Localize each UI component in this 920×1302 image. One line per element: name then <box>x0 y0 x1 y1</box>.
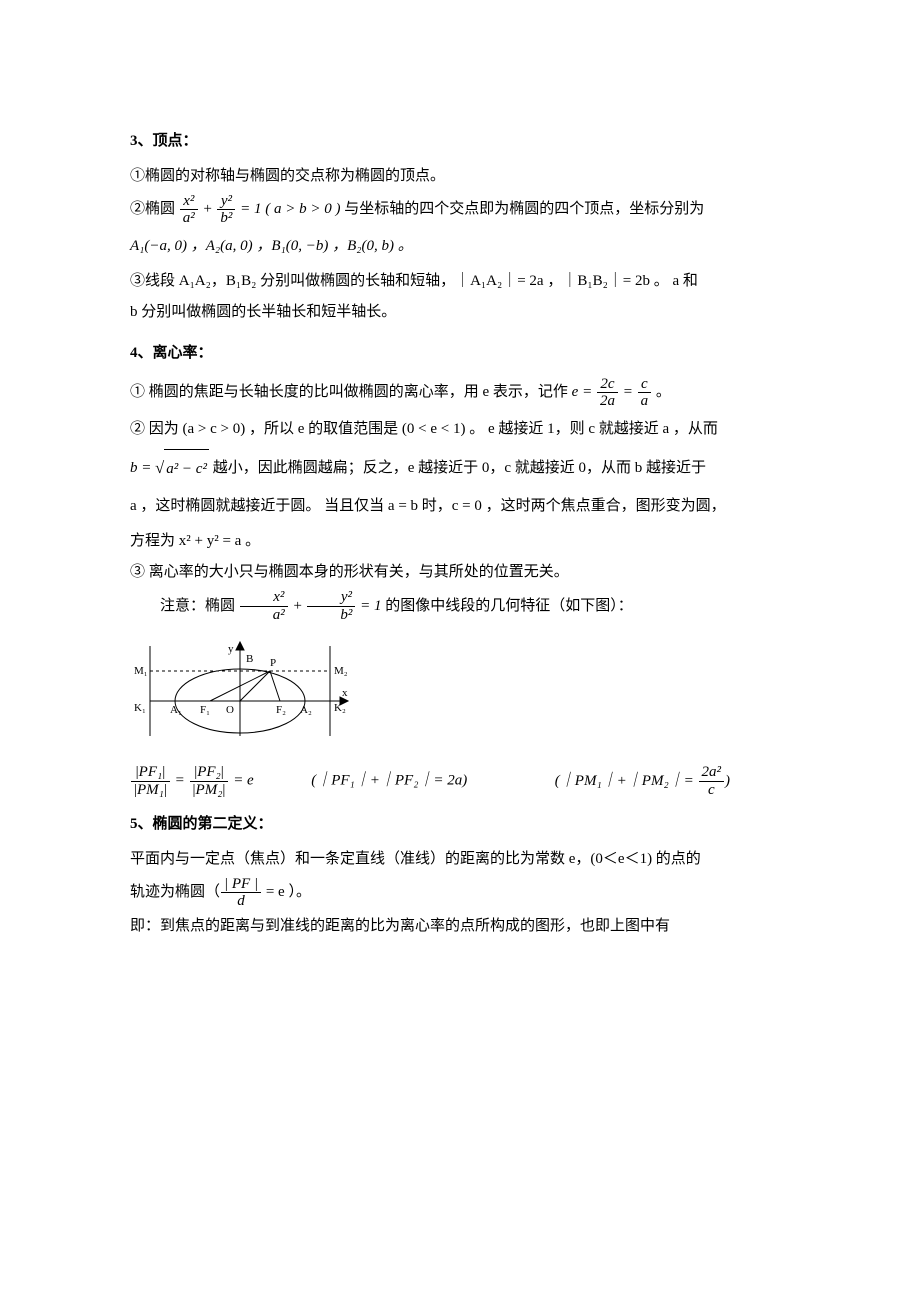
sec4-p2b: b = √a² − c² 越小，因此椭圆越扁；反之，e 越接近于 0，c 就越接… <box>130 447 790 490</box>
eq1: = 1 <box>236 201 265 217</box>
sqrt: √a² − c² <box>155 447 209 490</box>
frac-x2a2-b: x² a² <box>240 589 288 623</box>
sec5-heading: 5、椭圆的第二定义： <box>130 810 790 839</box>
sec4-heading: 4、离心率： <box>130 339 790 368</box>
lbl-m2: M₂ <box>334 665 348 677</box>
lbl-a1: A₁ <box>170 704 182 716</box>
sec4-p2d: 方程为 x² + y² = a 。 <box>130 524 790 559</box>
sec3-p2-suffix: 与坐标轴的四个交点即为椭圆的四个顶点，坐标分别为 <box>344 201 704 217</box>
lbl-f2: F₂ <box>276 704 286 716</box>
sec3-p3a: ③线段 A₁A₂，B₁B₂ 分别叫做椭圆的长轴和短轴，｜A₁A₂｜= 2a ，｜… <box>130 264 790 299</box>
sec4-p2a: ② 因为 (a > c > 0) ，所以 e 的取值范围是 (0 < e < 1… <box>130 412 790 447</box>
lbl-x: x <box>342 687 348 699</box>
lbl-f1: F₁ <box>200 704 210 716</box>
sec4-note: 注意：椭圆 x² a² + y² b² = 1 的图像中线段的几何特征（如下图）… <box>130 587 790 626</box>
lbl-o: O <box>226 704 234 716</box>
ellipse-diagram: M₁ M₂ K₁ K₂ A₁ A₂ F₁ F₂ O B P x y <box>130 636 790 757</box>
sec3-vertices: A₁(−a, 0) ，A₂(a, 0) ，B₁(0, −b) ，B₂(0, b)… <box>130 229 790 264</box>
frac-y2b2-b: y² b² <box>307 589 355 623</box>
sec5-p1a: 平面内与一定点（焦点）和一条定直线（准线）的距离的比为常数 e，(0＜e＜1) … <box>130 845 790 874</box>
lbl-m1: M₁ <box>134 665 148 677</box>
sec3-heading: 3、顶点： <box>130 127 790 156</box>
sec3-p2: ②椭圆 x² a² + y² b² = 1 ( a > b > 0 ) 与坐标轴… <box>130 190 790 229</box>
lbl-y: y <box>228 643 234 655</box>
eq-right: (｜PM₁｜+｜PM₂｜= 2a² c ) <box>555 773 730 789</box>
frac-pf1pm1: |PF₁| |PM₁| <box>131 764 170 798</box>
frac-x2a2: x² a² <box>180 193 198 227</box>
plus: + <box>199 201 217 217</box>
eq-mid: (｜PF₁｜+｜PF₂｜= 2a) <box>311 773 467 789</box>
sec3-p1: ①椭圆的对称轴与椭圆的交点称为椭圆的顶点。 <box>130 162 790 191</box>
sec3-p3b: b 分别叫做椭圆的长半轴长和短半轴长。 <box>130 298 790 327</box>
lbl-k2: K₂ <box>334 702 346 714</box>
frac-2a2c: 2a² c <box>699 764 725 798</box>
sec5-p2: 即：到焦点的距离与到准线的距离的比为离心率的点所构成的图形，也即上图中有 <box>130 912 790 941</box>
ellipse-svg: M₁ M₂ K₁ K₂ A₁ A₂ F₁ F₂ O B P x y <box>130 636 360 746</box>
sec5-p1b: 轨迹为椭圆（ | PF | d = e ）。 <box>130 873 790 912</box>
frac-pf-d: | PF | d <box>221 876 261 910</box>
frac-pf2pm2: |PF₂| |PM₂| <box>190 764 229 798</box>
lbl-b: B <box>246 653 253 665</box>
sec4-p1: ① 椭圆的焦距与长轴长度的比叫做椭圆的离心率，用 e 表示，记作 e = 2c … <box>130 373 790 412</box>
frac-ca: c a <box>638 376 652 410</box>
geometric-eq-line: |PF₁| |PM₁| = |PF₂| |PM₂| = e (｜PF₁｜+｜PF… <box>130 764 790 798</box>
lbl-a2: A₂ <box>300 704 312 716</box>
lbl-k1: K₁ <box>134 702 146 714</box>
frac-y2b2: y² b² <box>217 193 235 227</box>
sec4-p3: ③ 离心率的大小只与椭圆本身的形状有关，与其所处的位置无关。 <box>130 558 790 587</box>
frac-2c2a: 2c 2a <box>597 376 618 410</box>
sec3-p2-prefix: ②椭圆 <box>130 201 175 217</box>
page-body: 3、顶点： ①椭圆的对称轴与椭圆的交点称为椭圆的顶点。 ②椭圆 x² a² + … <box>0 0 920 1021</box>
sec4-p2c: a ，这时椭圆就越接近于圆。 当且仅当 a = b 时，c = 0 ，这时两个焦… <box>130 489 790 524</box>
lbl-p: P <box>270 657 276 669</box>
cond: ( a > b > 0 ) <box>265 201 340 217</box>
